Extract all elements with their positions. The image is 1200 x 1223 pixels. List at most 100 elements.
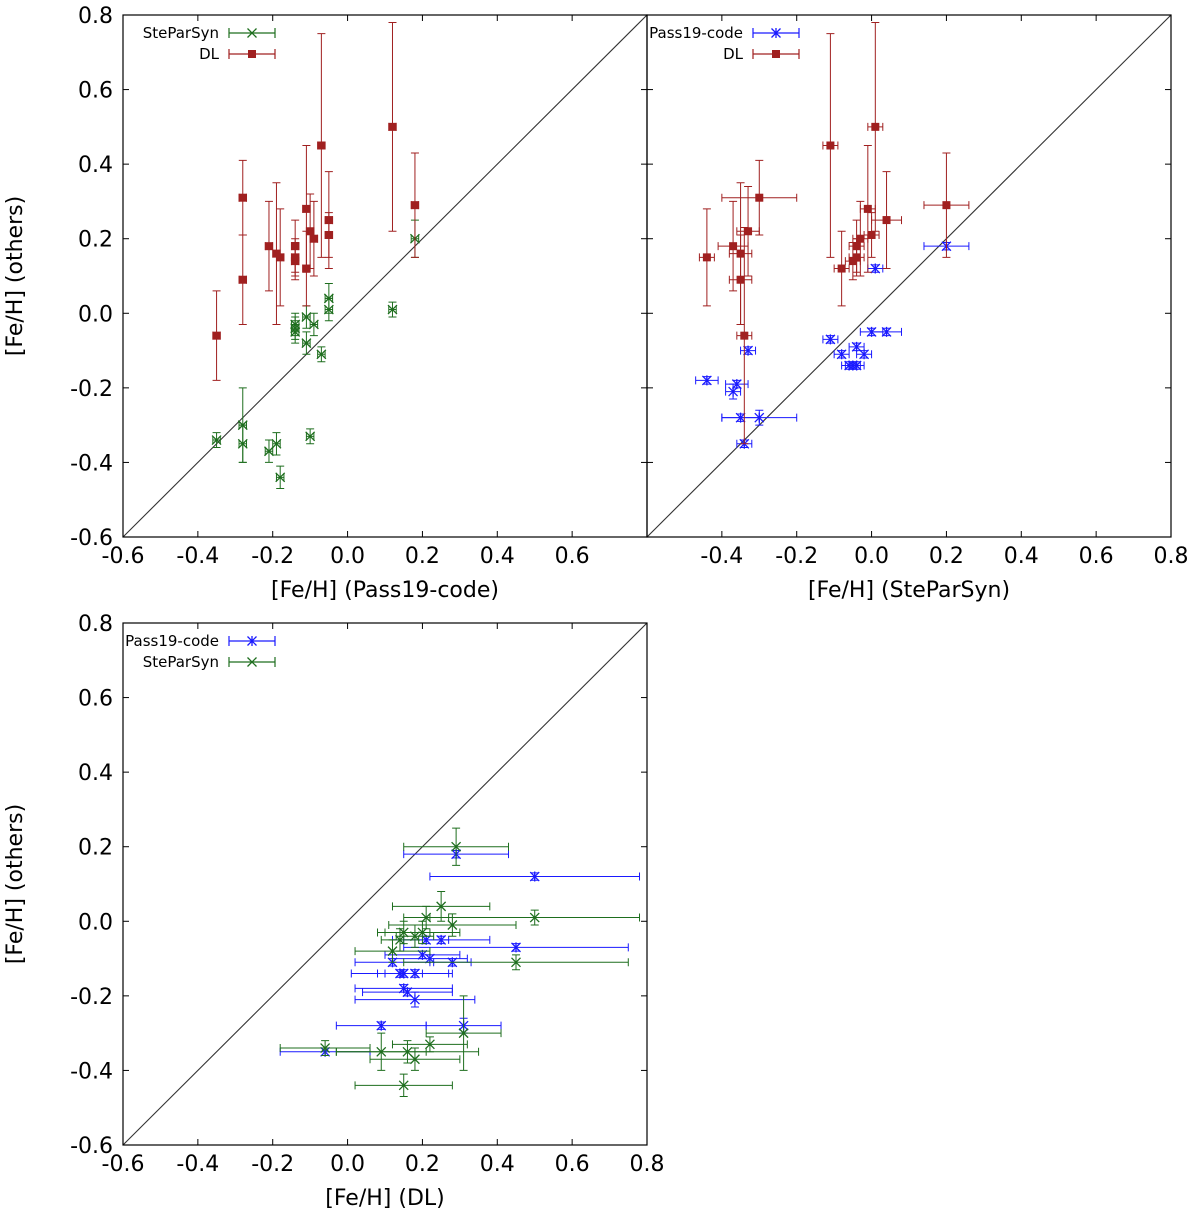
y-tick-label: 0.8: [78, 612, 113, 637]
x-tick-label: 0.0: [330, 1152, 365, 1177]
panel-3: -0.6 -0.4 -0.2 0.0 0.2 0.4 0.6 0.8 -0.6 -0.4 -0.2 0…: [3, 612, 665, 1211]
data-point: [290, 241, 300, 281]
series-pass19-code: [695, 241, 970, 449]
marker: [271, 438, 282, 449]
x-tick-label: 0.8: [1154, 544, 1189, 569]
marker: [702, 253, 711, 262]
x-tick-label: 0.4: [480, 544, 515, 569]
legend-marker: [247, 28, 257, 38]
marker: [212, 331, 221, 340]
marker: [511, 942, 521, 953]
panel-1: -0.6 -0.4 -0.2 0.0 0.2 0.4 0.6 -0.6 -0.4 -0.2 0.0 0…: [3, 4, 648, 603]
data-point: [728, 234, 753, 325]
data-point: [391, 1036, 468, 1053]
marker: [870, 263, 881, 274]
y-tick-label: 0.8: [78, 4, 113, 29]
data-point: [275, 465, 286, 490]
marker: [447, 920, 458, 930]
data-point: [301, 305, 312, 329]
x-tick-label: 0.2: [929, 544, 964, 569]
data-point: [848, 360, 865, 371]
x-tick-label: -0.2: [251, 544, 294, 569]
data-point: [721, 409, 798, 426]
marker: [238, 275, 247, 284]
data-point: [335, 1020, 427, 1031]
x-tick-label: 0.6: [1079, 544, 1114, 569]
marker: [320, 1043, 331, 1054]
x-tick-label: -0.4: [176, 544, 219, 569]
legend: Pass19-code SteParSyn: [125, 632, 276, 671]
x-tick-label: 0.2: [405, 544, 440, 569]
legend-marker: [247, 657, 257, 667]
series-pass19-code: [279, 849, 641, 1057]
data-point: [238, 234, 248, 325]
marker: [410, 201, 419, 210]
data-point: [736, 227, 753, 445]
marker: [836, 349, 847, 360]
data-point: [317, 33, 326, 258]
data-point: [290, 320, 301, 344]
marker: [740, 331, 749, 340]
diagonal-line: [123, 15, 647, 537]
y-tick-label: 0.2: [78, 228, 113, 253]
data-point: [238, 159, 248, 236]
marker: [744, 227, 753, 236]
data-point: [388, 21, 397, 232]
x-tick-label: -0.6: [102, 544, 145, 569]
x-tick-label: 0.2: [405, 1152, 440, 1177]
marker: [529, 871, 540, 882]
marker: [436, 934, 447, 945]
data-point: [308, 312, 319, 337]
marker: [302, 204, 311, 213]
marker: [458, 1028, 469, 1039]
marker: [409, 968, 420, 979]
data-point: [211, 432, 222, 449]
diagonal-line: [647, 15, 1171, 537]
data-point: [377, 968, 453, 979]
marker: [863, 204, 872, 213]
data-point: [369, 1047, 461, 1071]
y-tick-label: 0.6: [78, 687, 113, 712]
data-point: [695, 375, 719, 386]
marker: [309, 234, 318, 243]
marker: [942, 201, 951, 210]
y-tick-label: 0.4: [78, 153, 113, 178]
legend-marker: [771, 28, 781, 38]
y-axis-title: [Fe/H] (others): [3, 196, 28, 356]
marker: [424, 1039, 435, 1050]
marker: [376, 1020, 387, 1031]
legend: SteParSyn DL: [143, 24, 276, 63]
marker: [291, 257, 300, 266]
data-point: [237, 424, 248, 463]
marker: [859, 349, 870, 360]
marker: [881, 326, 892, 337]
marker: [324, 230, 333, 239]
data-point: [698, 208, 715, 307]
marker: [409, 931, 420, 942]
marker: [825, 334, 836, 345]
legend-marker: [772, 50, 780, 58]
legend-label: DL: [199, 45, 220, 63]
x-tick-label: 0.4: [480, 1152, 515, 1177]
marker: [264, 242, 273, 251]
y-tick-label: 0.0: [78, 302, 113, 327]
panel-2: -0.4 -0.2 0.0 0.2 0.4 0.6 0.8 [Fe/H] (SteParSyn…: [646, 14, 1189, 603]
x-tick-label: 0.0: [854, 544, 889, 569]
marker: [409, 1054, 420, 1065]
data-point: [429, 871, 641, 882]
y-tick-label: 0.6: [78, 79, 113, 104]
data-point: [852, 200, 869, 277]
marker: [743, 345, 754, 356]
legend-label: DL: [723, 45, 744, 63]
data-point: [403, 942, 629, 953]
marker: [276, 253, 285, 262]
marker: [852, 253, 861, 262]
marker: [387, 946, 398, 957]
data-point: [264, 200, 274, 292]
legend-label: Pass19-code: [125, 632, 219, 650]
x-tick-label: 0.6: [555, 544, 590, 569]
data-point: [362, 987, 453, 998]
x-tick-label: -0.2: [251, 1152, 294, 1177]
data-point: [391, 890, 491, 922]
